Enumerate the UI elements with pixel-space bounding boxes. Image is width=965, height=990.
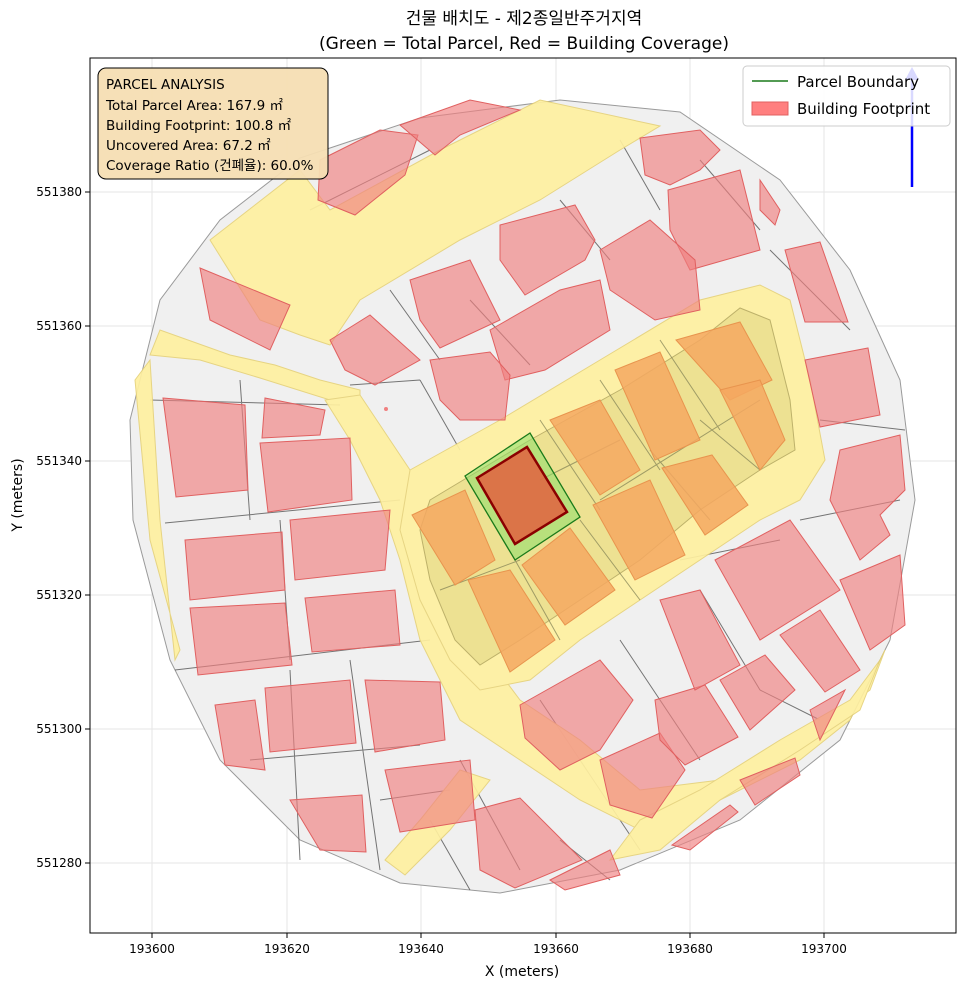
analysis-line: Uncovered Area: 67.2 ㎡ <box>106 138 271 154</box>
x-tick-label: 193600 <box>129 942 175 956</box>
y-tick-label: 551300 <box>36 722 82 736</box>
building <box>739 757 801 806</box>
legend-patch-swatch <box>751 101 789 116</box>
building <box>259 437 353 513</box>
building <box>399 99 522 156</box>
y-tick-label: 551340 <box>36 454 82 468</box>
parcel-analysis-box: PARCEL ANALYSIS Total Parcel Area: 167.9… <box>97 67 329 180</box>
building <box>411 489 496 586</box>
block-buildings <box>411 321 786 673</box>
building <box>549 399 641 496</box>
building <box>784 241 849 323</box>
building <box>719 379 786 471</box>
analysis-line: Total Parcel Area: 167.9 ㎡ <box>105 98 283 114</box>
analysis-line: Coverage Ratio (건폐율): 60.0% <box>106 158 314 174</box>
x-tick-label: 193680 <box>667 942 713 956</box>
x-tick-label: 193700 <box>801 942 847 956</box>
target-building <box>475 445 569 546</box>
building <box>304 589 401 653</box>
road-west-vertical <box>134 358 181 662</box>
building <box>199 267 291 351</box>
x-tick-label: 193640 <box>398 942 444 956</box>
building <box>779 609 861 693</box>
building <box>429 351 511 421</box>
y-tick-label: 551280 <box>36 856 82 870</box>
x-ticks <box>151 933 825 938</box>
building <box>289 509 391 581</box>
building <box>261 397 326 439</box>
building <box>521 527 616 626</box>
building <box>329 314 421 386</box>
building <box>670 804 739 851</box>
building <box>467 569 556 673</box>
y-ticks <box>85 191 90 864</box>
building <box>661 454 749 536</box>
context-buildings <box>162 99 906 891</box>
building <box>474 797 583 889</box>
y-axis-label: Y (meters) <box>10 458 26 532</box>
building <box>639 129 721 186</box>
building <box>667 169 761 271</box>
title-line-2: (Green = Total Parcel, Red = Building Co… <box>319 34 729 54</box>
small-marker <box>384 407 388 411</box>
building <box>384 759 476 833</box>
building <box>719 654 796 731</box>
y-tick-label: 551360 <box>36 319 82 333</box>
building <box>675 321 773 401</box>
building <box>714 519 841 641</box>
building <box>599 219 701 321</box>
legend-label-building: Building Footprint <box>797 100 930 118</box>
building <box>592 479 686 581</box>
building <box>549 849 621 891</box>
building <box>519 659 634 771</box>
building <box>839 554 906 651</box>
legend: Parcel Boundary Building Footprint <box>742 65 951 127</box>
road-south-east <box>608 659 881 861</box>
title-line-1: 건물 배치도 - 제2종일반주거지역 <box>406 9 642 29</box>
x-axis-label: X (meters) <box>485 964 559 980</box>
building <box>264 679 357 753</box>
building <box>829 434 906 561</box>
building <box>599 732 686 819</box>
road-west <box>149 329 361 401</box>
building <box>499 204 596 296</box>
building <box>364 679 446 753</box>
building <box>804 347 881 428</box>
building <box>214 699 266 771</box>
x-tick-label: 193660 <box>533 942 579 956</box>
building <box>162 397 249 498</box>
building <box>184 531 286 601</box>
plot-frame <box>89 57 957 934</box>
building <box>189 602 293 676</box>
building <box>809 688 847 742</box>
x-tick-label: 193620 <box>264 942 310 956</box>
building <box>289 794 367 853</box>
y-tick-label: 551320 <box>36 588 82 602</box>
analysis-heading: PARCEL ANALYSIS <box>106 77 225 93</box>
building <box>409 259 501 349</box>
building <box>659 589 741 691</box>
analysis-line: Building Footprint: 100.8 ㎡ <box>106 118 292 134</box>
building <box>614 351 701 461</box>
y-tick-label: 551380 <box>36 185 82 199</box>
legend-label-parcel: Parcel Boundary <box>797 73 919 91</box>
building <box>759 178 781 226</box>
building <box>317 129 419 216</box>
